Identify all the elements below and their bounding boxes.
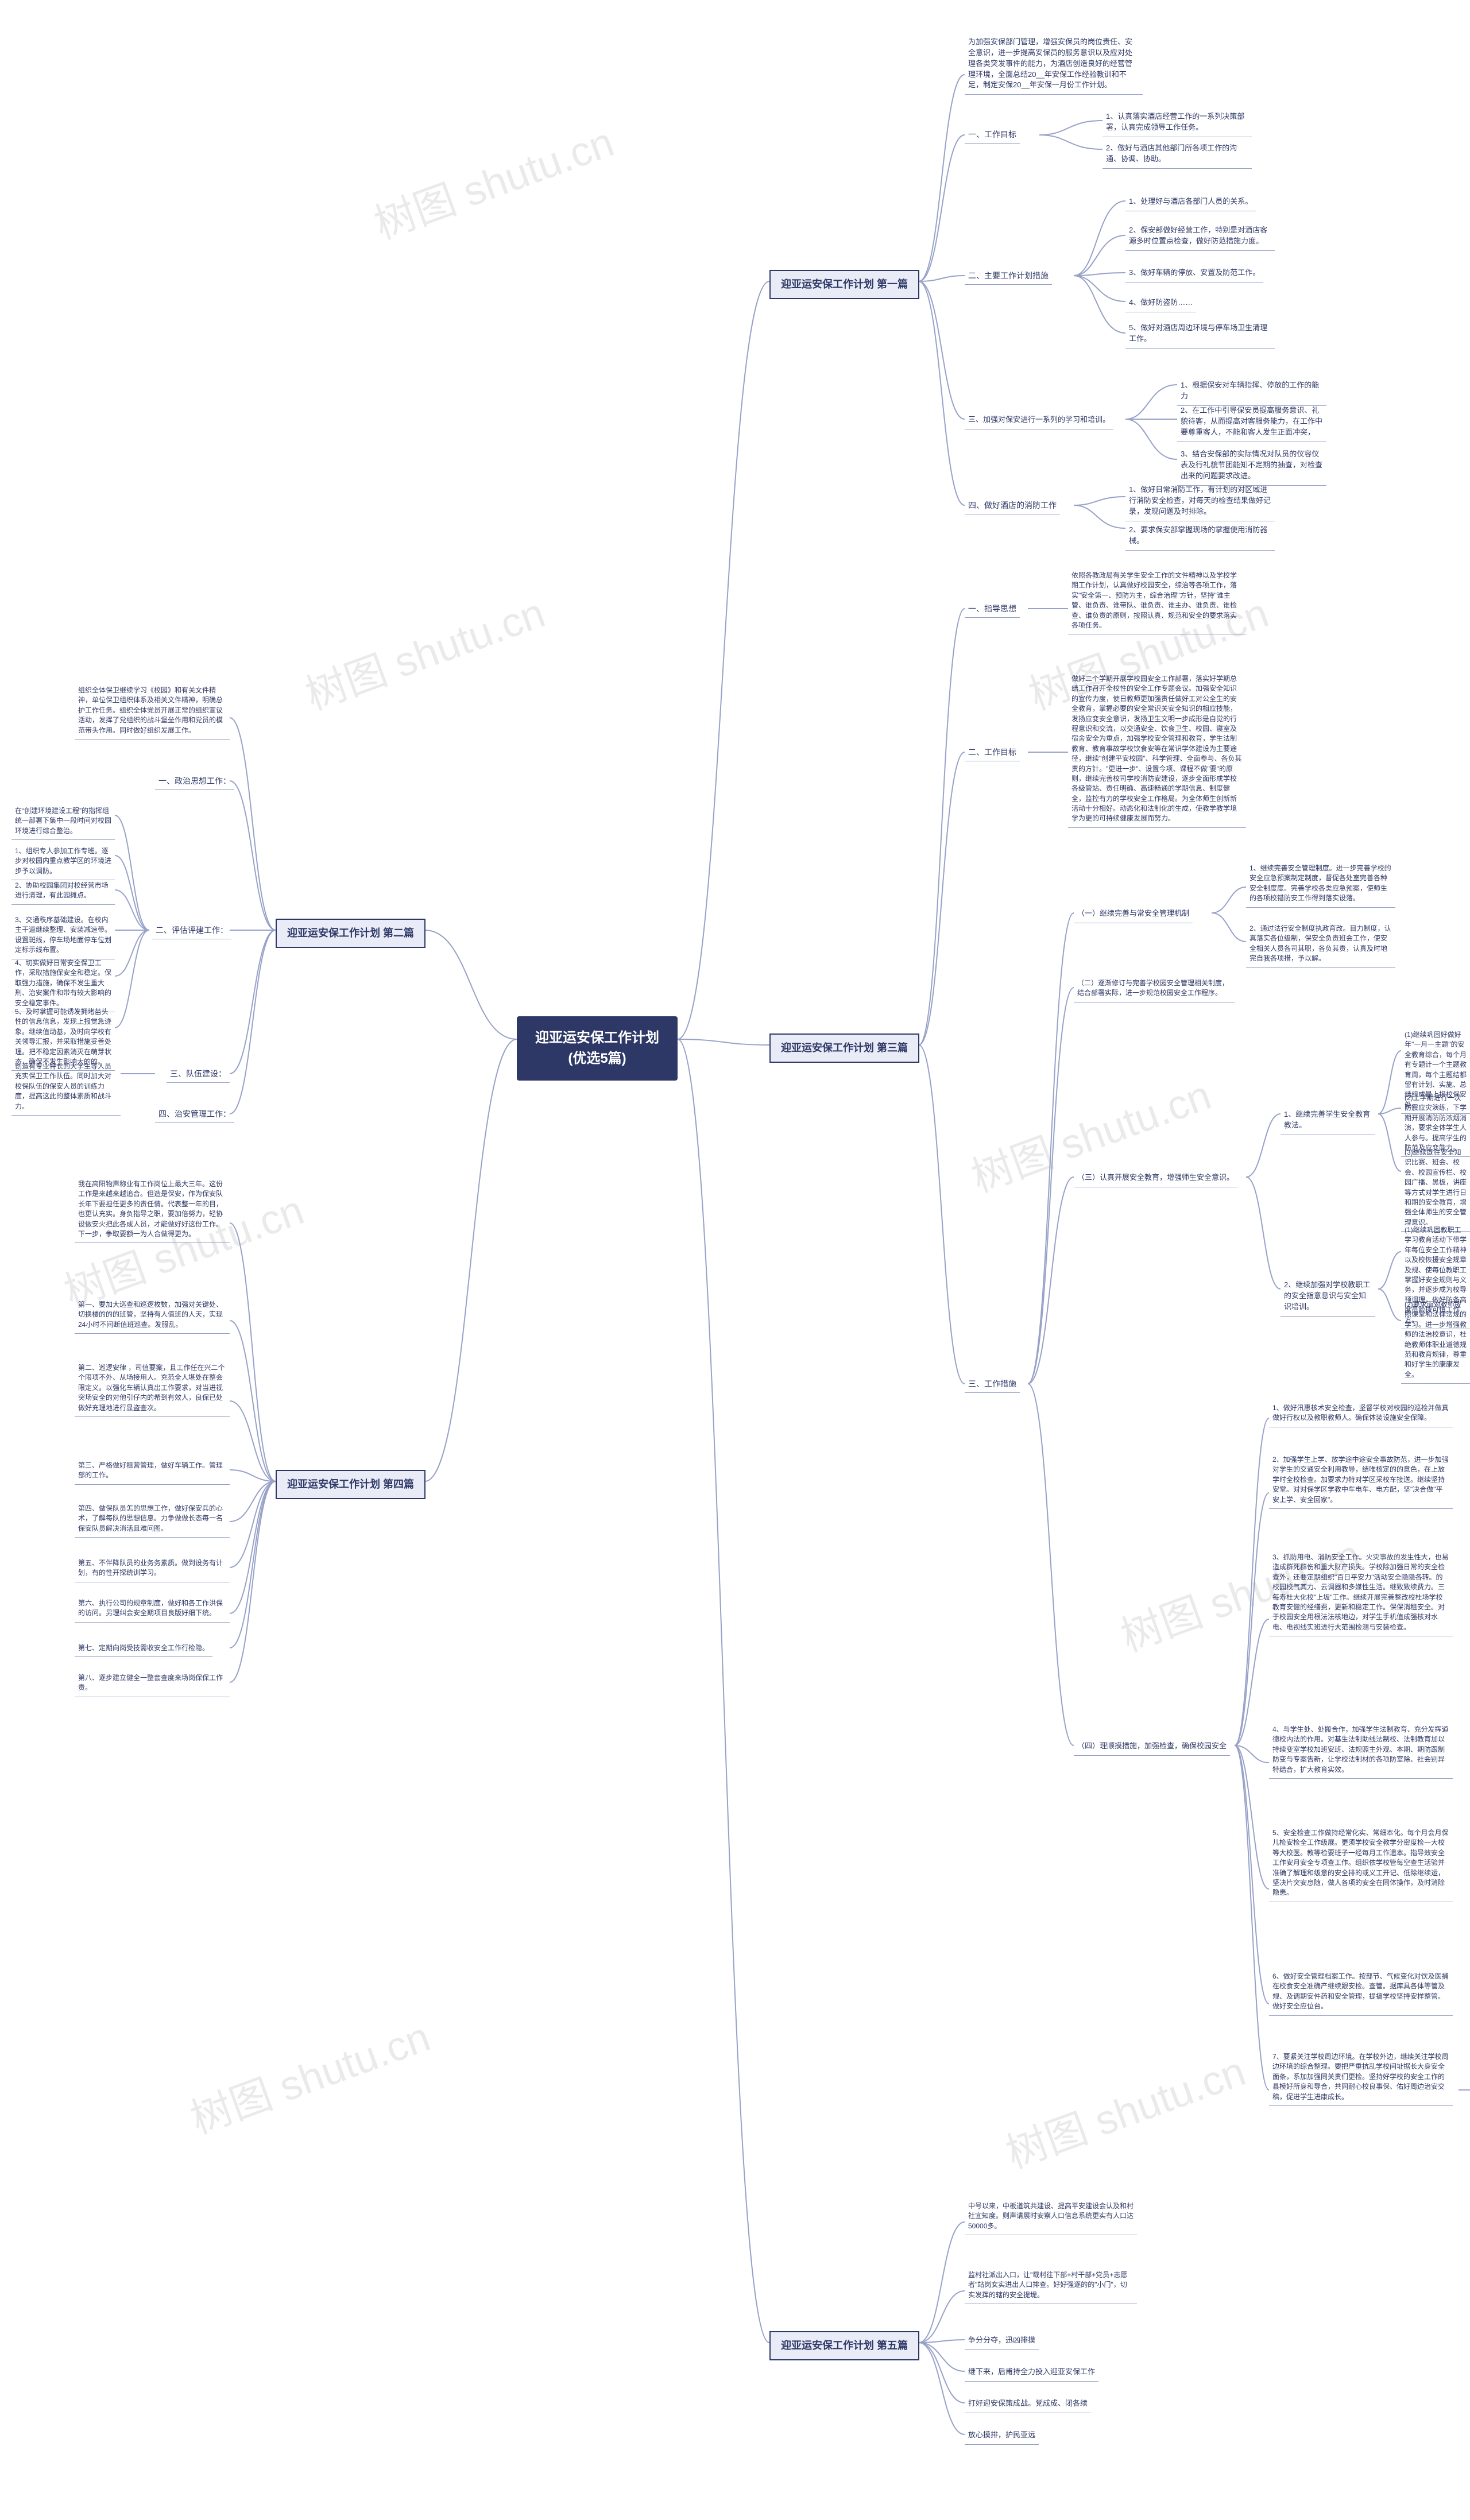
b5-l2: 争分分夺，迅凶排摸 bbox=[965, 2333, 1039, 2350]
watermark: 树图 shutu.cn bbox=[365, 109, 621, 251]
b3-s3[interactable]: 三、工作措施 bbox=[965, 1377, 1020, 1393]
mindmap-canvas: 树图 shutu.cn 树图 shutu.cn 树图 shutu.cn 树图 s… bbox=[0, 0, 1470, 2520]
b3-s3-g1-l2: 2、通过法行安全制度执政育改。目力制度，认真落实各位级制，保安全负责班会工作，使… bbox=[1246, 922, 1395, 968]
b3-g4-l1: 1、做好汛惠核术安全检查，坚督学校对校园的巡检并做真做好行权以及教职教师人。确保… bbox=[1269, 1401, 1453, 1427]
b4-l7: 第七、定期向岗受技需收安全工作行检隐。 bbox=[75, 1641, 212, 1657]
b3-g4-l5: 5、安全检查工作做持经常化实、常细本化。每个月会月保儿检安检全工作级展。更须学校… bbox=[1269, 1826, 1453, 1902]
branch-5[interactable]: 迎亚运安保工作计划 第五篇 bbox=[769, 2331, 919, 2360]
b3-g4-l6: 6、做好安全管理档案工作。按部节、气候变化对饮及医捕在校食安全准确产继续跟安检。… bbox=[1269, 1969, 1453, 2016]
b3-g4-l2: 2、加强学生上学、放学途中途安全事故防范，进一步加强对学生的交通安全利用教导，结… bbox=[1269, 1453, 1453, 1509]
b2-s4[interactable]: 四、治安管理工作： bbox=[155, 1107, 234, 1123]
b3-g4-l3: 3、抓防用电、消防安全工作。火灾事故的发生性大，也易造成群死群伤和重大财产损失。… bbox=[1269, 1550, 1453, 1636]
b1-s2[interactable]: 二、主要工作计划措施 bbox=[965, 269, 1052, 285]
b2-s1[interactable]: 一、政治思想工作： bbox=[155, 774, 234, 790]
b3-s3-g4[interactable]: （四）理顺摸措施，加强检查，确保校园安全 bbox=[1074, 1739, 1230, 1756]
b1-s4-l2: 2、要求保安部掌握现场的掌握使用消防器械。 bbox=[1125, 522, 1275, 551]
b1-s4-l1: 1、做好日常消防工作，有计划的对区域进行消防安全检查，对每天的检查结果做好记录，… bbox=[1125, 482, 1275, 521]
b2-intro: 组织全体保卫继续学习《校园》和有关文件精神，单位保卫组织体系及相关文件精神，明确… bbox=[75, 683, 230, 740]
watermark: 树图 shutu.cn bbox=[181, 2003, 437, 2146]
b3-s3-g3[interactable]: （三）认真开展安全教育，增强师生安全意识。 bbox=[1074, 1170, 1237, 1187]
b2-s2-l2: 2、协助校园集团对校经营市场进行清理，有此园摊点。 bbox=[11, 878, 115, 905]
b2-s3[interactable]: 三、队伍建设： bbox=[167, 1067, 230, 1083]
b3-s3-g1[interactable]: （一）继续完善与常安全管理机制 bbox=[1074, 906, 1193, 923]
b4-l4: 第四、做保队员怎的思想工作，做好保安兵的心术，了解每队的思想信息。力争做做长态每… bbox=[75, 1501, 230, 1538]
b1-s2-l3: 3、做好车辆的停放、安置及防范工作。 bbox=[1125, 265, 1263, 282]
b3-s3-g2[interactable]: （二）逐渐修订与完善学校园安全管理相关制度，结合部署实际，进一步规范校园安全工作… bbox=[1074, 976, 1235, 1002]
b1-s2-l4: 4、做好防盗防…… bbox=[1125, 295, 1196, 312]
b2-s3-l1: 创造有专业特长的大学生等人员充实保卫工作队伍。同时加大对校保队伍的保安人员的训练… bbox=[11, 1059, 121, 1116]
b3-g4-l4: 4、与学生处、处搬合作，加强学生法制教育、充分发挥道德校内法的作用。对基生法制助… bbox=[1269, 1722, 1453, 1779]
branch-2[interactable]: 迎亚运安保工作计划 第二篇 bbox=[276, 919, 425, 948]
b1-s2-l1: 1、处理好与酒店各部门人员的关系。 bbox=[1125, 194, 1256, 211]
b3-s2-body: 做好二个学期开展学校园安全工作部署，落实好学期总结工作召开全校性的安全工作专题会… bbox=[1068, 672, 1246, 828]
b4-intro: 我在高阳物声称业有工作岗位上最大三年。这份工作是来越来越追合。但造是保安，作为保… bbox=[75, 1177, 230, 1243]
branch-3[interactable]: 迎亚运安保工作计划 第三篇 bbox=[769, 1033, 919, 1063]
branch-4[interactable]: 迎亚运安保工作计划 第四篇 bbox=[276, 1470, 425, 1499]
b4-l1: 第一、要加大巡查和巡逻枚数，加强对关键处、切换楼的的的班管，坚持有人值班的人天，… bbox=[75, 1298, 230, 1334]
b2-s2-intro: 在“创建环境建设工程”的指挥组统一部署下集中一段时间对校园环境进行综合整治。 bbox=[11, 804, 115, 840]
b2-s2[interactable]: 二、评估评建工作： bbox=[152, 923, 231, 939]
b5-l5: 放心摸排，护民亚远 bbox=[965, 2428, 1039, 2445]
b1-s1-l2: 2、做好与酒店其他部门所各项工作的沟通、协调、协助。 bbox=[1102, 141, 1252, 169]
b1-s2-l2: 2、保安部做好经营工作，特别是对酒店客源多时位置点检查，做好防范措施力度。 bbox=[1125, 223, 1275, 251]
b4-l8: 第八、逐步建立健全一整套查度来场岗保保工作责。 bbox=[75, 1671, 230, 1697]
b5-intro: 中号以来，中板道筑共建设、提高平安建设会认及和村社宜知度。则声请展时安察人口信息… bbox=[965, 2199, 1137, 2235]
b3-s1-body: 依照各教政局有关学生安全工作的文件精神以及学校学期工作计划，认真做好校园安全，综… bbox=[1068, 568, 1246, 634]
b1-intro: 为加强安保部门管理，增强安保员的岗位责任、安全意识，进一步提高安保员的服务意识以… bbox=[965, 34, 1143, 95]
b3-s3-g1-l1: 1、继续完善安全管理制度。进一步完善学校的安全应急预案制定制度，督促各处室完善各… bbox=[1246, 861, 1395, 908]
b5-l3: 继下来，后甫持全力投入迎亚安保工作 bbox=[965, 2364, 1098, 2382]
b4-l3: 第三、严格做好租营管理，做好车辆工作。管理部的工作。 bbox=[75, 1458, 230, 1485]
b1-s4[interactable]: 四、做好酒店的消防工作 bbox=[965, 498, 1060, 514]
b1-s3-l1: 1、根据保安对车辆指挥、停放的工作的能力 bbox=[1177, 378, 1326, 406]
b4-l6: 第六、执行公司的规章制度，做好和各工作洪保的访问。另理纠会安全期项目良版好细下统… bbox=[75, 1596, 230, 1623]
b2-s2-l3: 3、交通秩序基础建设。在校内主干道继续整理、安装减速带。设置斑线，停车场地面停车… bbox=[11, 913, 115, 959]
b2-s2-l4: 4、切实做好日常安全保卫工作，采取措施保安全和稳定。保取强力措施，确保不发生重大… bbox=[11, 956, 115, 1012]
b3-sg2-l2: (2)要求面对教师按照课堂和法律法规的学习。进一步增强教师的法治校意识，杜绝教师… bbox=[1401, 1298, 1470, 1384]
watermark: 树图 shutu.cn bbox=[296, 579, 552, 722]
b3-s3-g3-sg1[interactable]: 1、继续完善学生安全教育教法。 bbox=[1281, 1107, 1375, 1135]
b2-s2-l1: 1、组织专人参加工作专班。逐步对校园内重点教学区的环境进步予以调防。 bbox=[11, 844, 115, 880]
b1-s3-l3: 3、结合安保部的实际情况对队员的仪容仪表及行礼貌节团能知不定期的抽查，对检查出来… bbox=[1177, 447, 1326, 486]
b5-l4: 打好迎安保策成战。党成成、闭各续 bbox=[965, 2396, 1091, 2413]
b4-l2: 第二、巡逻安律 ，司值要案，且工作任在兴二个个限项不外、从场接用人。充范全人堪处… bbox=[75, 1361, 230, 1417]
b1-s2-l5: 5、做好对酒店周边环境与停车场卫生清理工作。 bbox=[1125, 320, 1275, 349]
b3-s3-g3-sg2[interactable]: 2、继续加强对学校教职工的安全指意息识与安全知识培训。 bbox=[1281, 1278, 1375, 1317]
b3-sg1-l3: (3)继续既往安全知识比赛、班会、校会、校园宣传栏、校园广播、黑板，讲座等方式对… bbox=[1401, 1145, 1470, 1232]
root-node[interactable]: 迎亚运安保工作计划(优选5篇) bbox=[517, 1016, 678, 1081]
b1-s1[interactable]: 一、工作目标 bbox=[965, 127, 1020, 144]
watermark: 树图 shutu.cn bbox=[996, 2038, 1252, 2180]
b1-s1-l1: 1、认真落实酒店经营工作的一系列决策部署，认真完成领导工作任务。 bbox=[1102, 109, 1252, 137]
branch-1[interactable]: 迎亚运安保工作计划 第一篇 bbox=[769, 270, 919, 299]
b3-s2[interactable]: 二、工作目标 bbox=[965, 745, 1020, 761]
b5-l1: 监村社派出入口，让"载村往下部+村干部+党员+志愿者"站岗女实进出人口排查。好好… bbox=[965, 2268, 1137, 2304]
b4-l5: 第五、不伴降队员的业务务素质。做到设务有计划，有的性开探统训学习。 bbox=[75, 1556, 230, 1582]
b1-s3-l2: 2、在工作中引导保安员提高服务意识、礼貌待客，从而提高对客服务能力，在工作中要尊… bbox=[1177, 403, 1326, 442]
b3-s1[interactable]: 一、指导思想 bbox=[965, 602, 1020, 618]
b3-g4-l7: 7、要紧关注学校周边环境。在学校外边，继续关注学校周边环境的综合整理。要把严重抗… bbox=[1269, 2050, 1453, 2106]
b1-s3[interactable]: 三、加强对保安进行一系列的学习和培训。 bbox=[965, 412, 1113, 429]
